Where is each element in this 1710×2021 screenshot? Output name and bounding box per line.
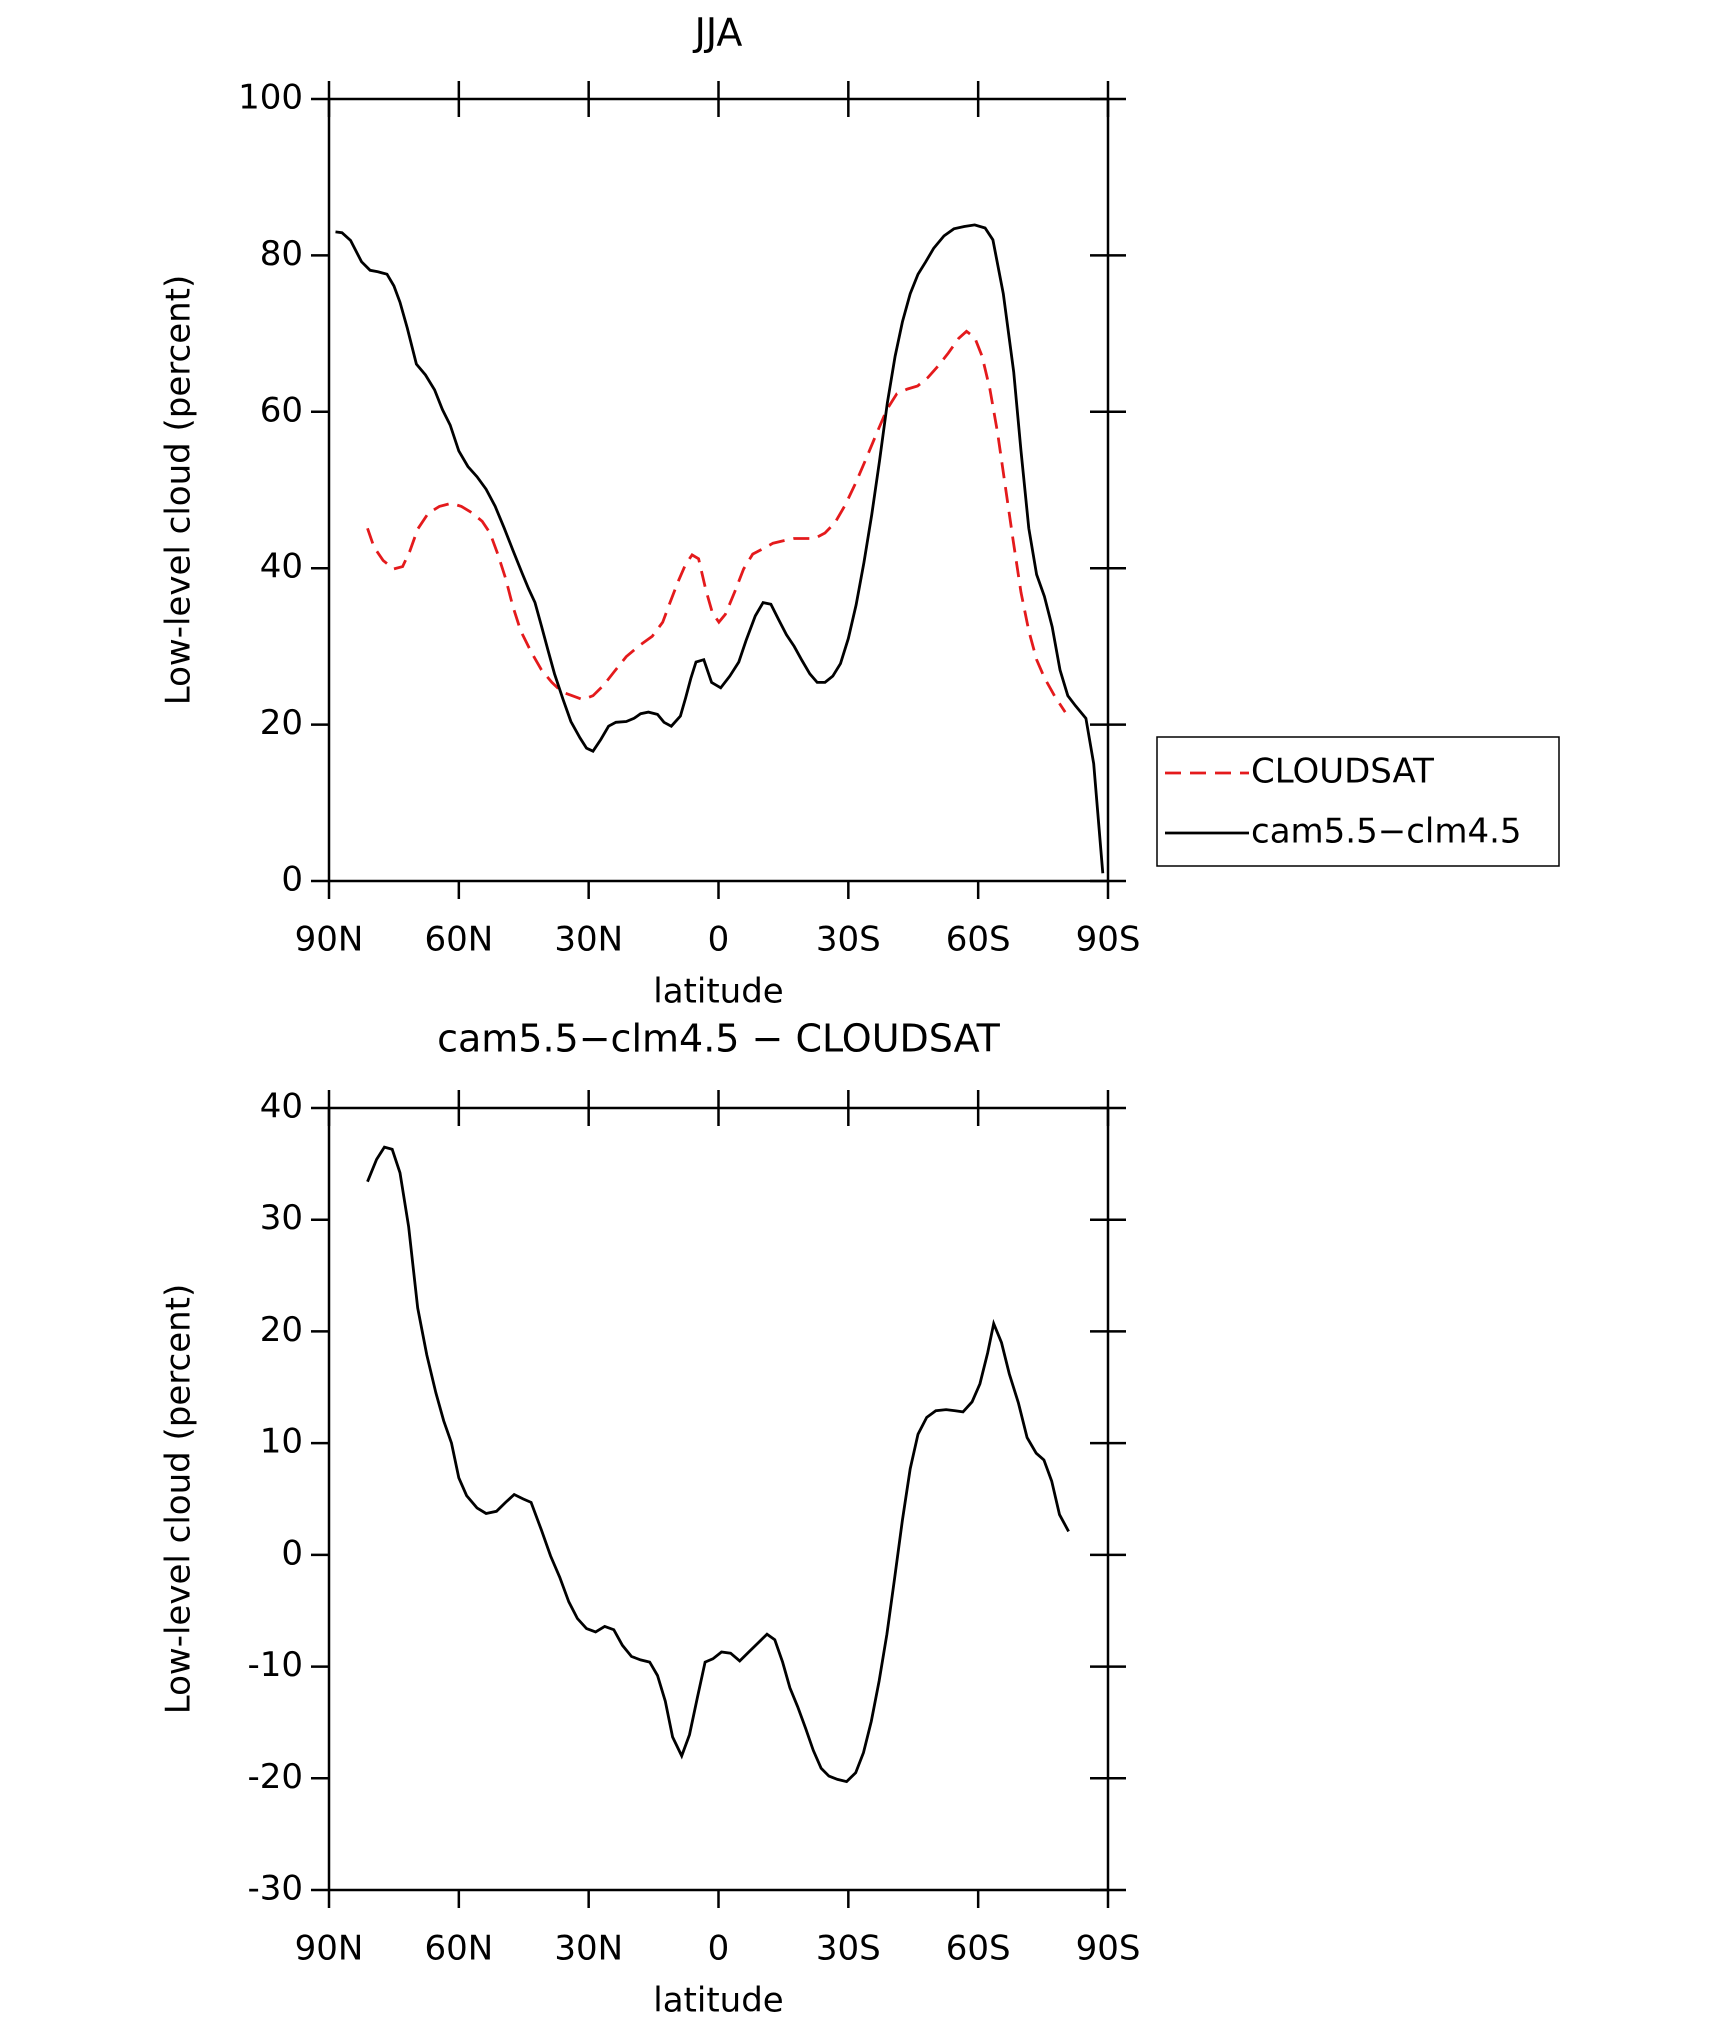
y-tick-label: -20 bbox=[247, 1757, 303, 1797]
x-tick-label: 60N bbox=[424, 920, 493, 960]
x-tick-label: 30N bbox=[554, 1929, 623, 1969]
chart-title: cam5.5−clm4.5 − CLOUDSAT bbox=[437, 1017, 1001, 1061]
y-tick-label: 10 bbox=[260, 1422, 303, 1462]
y-tick-label: 30 bbox=[260, 1198, 303, 1238]
x-axis-label: latitude bbox=[653, 972, 783, 1012]
y-tick-label: 40 bbox=[260, 1087, 303, 1127]
data-line bbox=[366, 1145, 1070, 1784]
legend-box bbox=[1156, 736, 1560, 867]
chart-title: JJA bbox=[693, 11, 743, 55]
y-axis-label: Low-level cloud (percent) bbox=[159, 1284, 199, 1715]
x-tick-label: 60S bbox=[946, 920, 1011, 960]
y-tick-label: 100 bbox=[238, 78, 303, 118]
y-tick-label: -10 bbox=[247, 1645, 303, 1685]
legend-label: cam5.5−clm4.5 bbox=[1251, 812, 1522, 852]
y-tick-label: 0 bbox=[281, 1533, 303, 1573]
y-tick-label: 40 bbox=[260, 547, 303, 587]
plot-frame bbox=[327, 1106, 1110, 1892]
x-tick-label: 60S bbox=[946, 1929, 1011, 1969]
y-tick-label: 60 bbox=[260, 390, 303, 430]
x-tick-label: 90S bbox=[1076, 920, 1141, 960]
x-axis-label: latitude bbox=[653, 1981, 783, 2021]
x-tick-label: 90N bbox=[295, 1929, 364, 1969]
x-tick-label: 0 bbox=[708, 1929, 730, 1969]
data-line bbox=[335, 223, 1105, 874]
y-tick-label: 80 bbox=[260, 234, 303, 274]
y-tick-label: 20 bbox=[260, 1310, 303, 1350]
x-tick-label: 0 bbox=[708, 920, 730, 960]
x-tick-label: 30S bbox=[816, 1929, 881, 1969]
plot-frame bbox=[327, 97, 1110, 883]
y-axis-label: Low-level cloud (percent) bbox=[159, 275, 199, 706]
data-line bbox=[366, 329, 1067, 713]
x-tick-label: 30N bbox=[554, 920, 623, 960]
x-tick-label: 90N bbox=[295, 920, 364, 960]
x-tick-label: 60N bbox=[424, 1929, 493, 1969]
x-tick-label: 90S bbox=[1076, 1929, 1141, 1969]
x-tick-label: 30S bbox=[816, 920, 881, 960]
y-tick-label: -30 bbox=[247, 1869, 303, 1909]
y-tick-label: 20 bbox=[260, 703, 303, 743]
y-tick-label: 0 bbox=[281, 860, 303, 900]
legend-label: CLOUDSAT bbox=[1251, 752, 1434, 792]
